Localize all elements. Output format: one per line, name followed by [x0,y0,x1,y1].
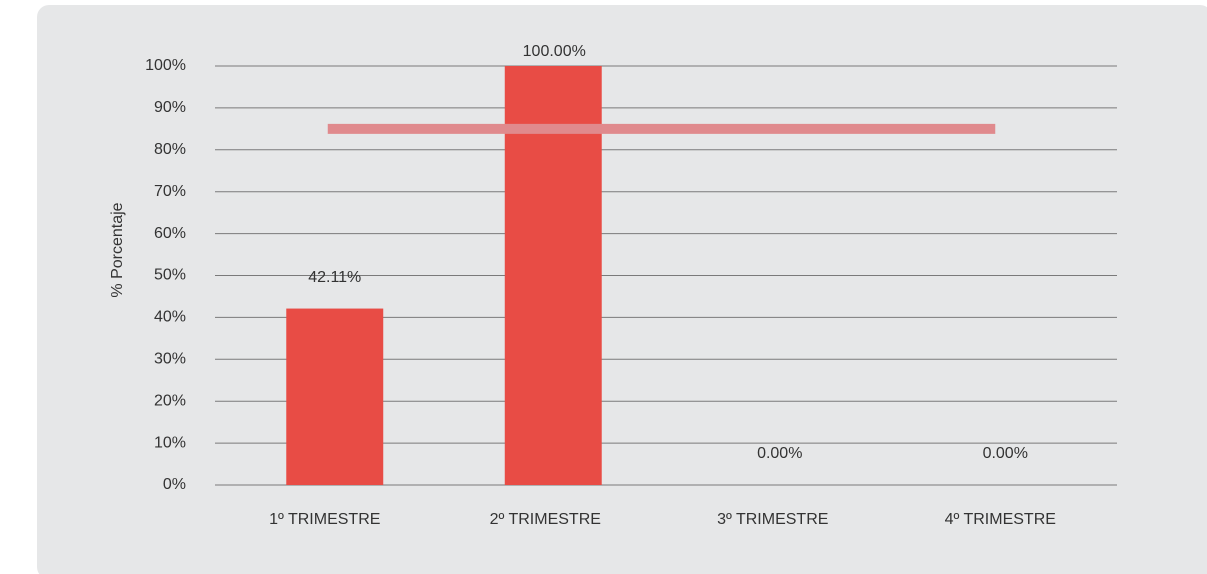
y-tick-label: 30% [154,351,186,368]
y-tick-label: 40% [154,309,186,326]
y-axis-label: % Porcentaje [109,202,126,297]
y-tick-label: 50% [154,267,186,284]
y-tick-label: 70% [154,183,186,200]
bar [286,308,384,485]
y-tick-label: 60% [154,225,186,242]
x-tick-label: 4º TRIMESTRE [945,511,1056,528]
value-label: 0.00% [983,445,1028,462]
y-tick-label: 20% [154,392,186,409]
y-tick-label: 100% [145,57,186,74]
value-label: 100.00% [523,43,586,60]
value-label: 0.00% [757,445,802,462]
x-tick-label: 3º TRIMESTRE [717,511,828,528]
chart-background [37,5,1207,574]
y-tick-label: 0% [163,476,186,493]
y-tick-label: 90% [154,99,186,116]
x-tick-label: 2º TRIMESTRE [490,511,601,528]
y-tick-label: 80% [154,141,186,158]
value-label: 42.11% [308,269,361,286]
y-tick-label: 10% [154,434,186,451]
x-tick-label: 1º TRIMESTRE [269,511,380,528]
bar [504,66,602,485]
